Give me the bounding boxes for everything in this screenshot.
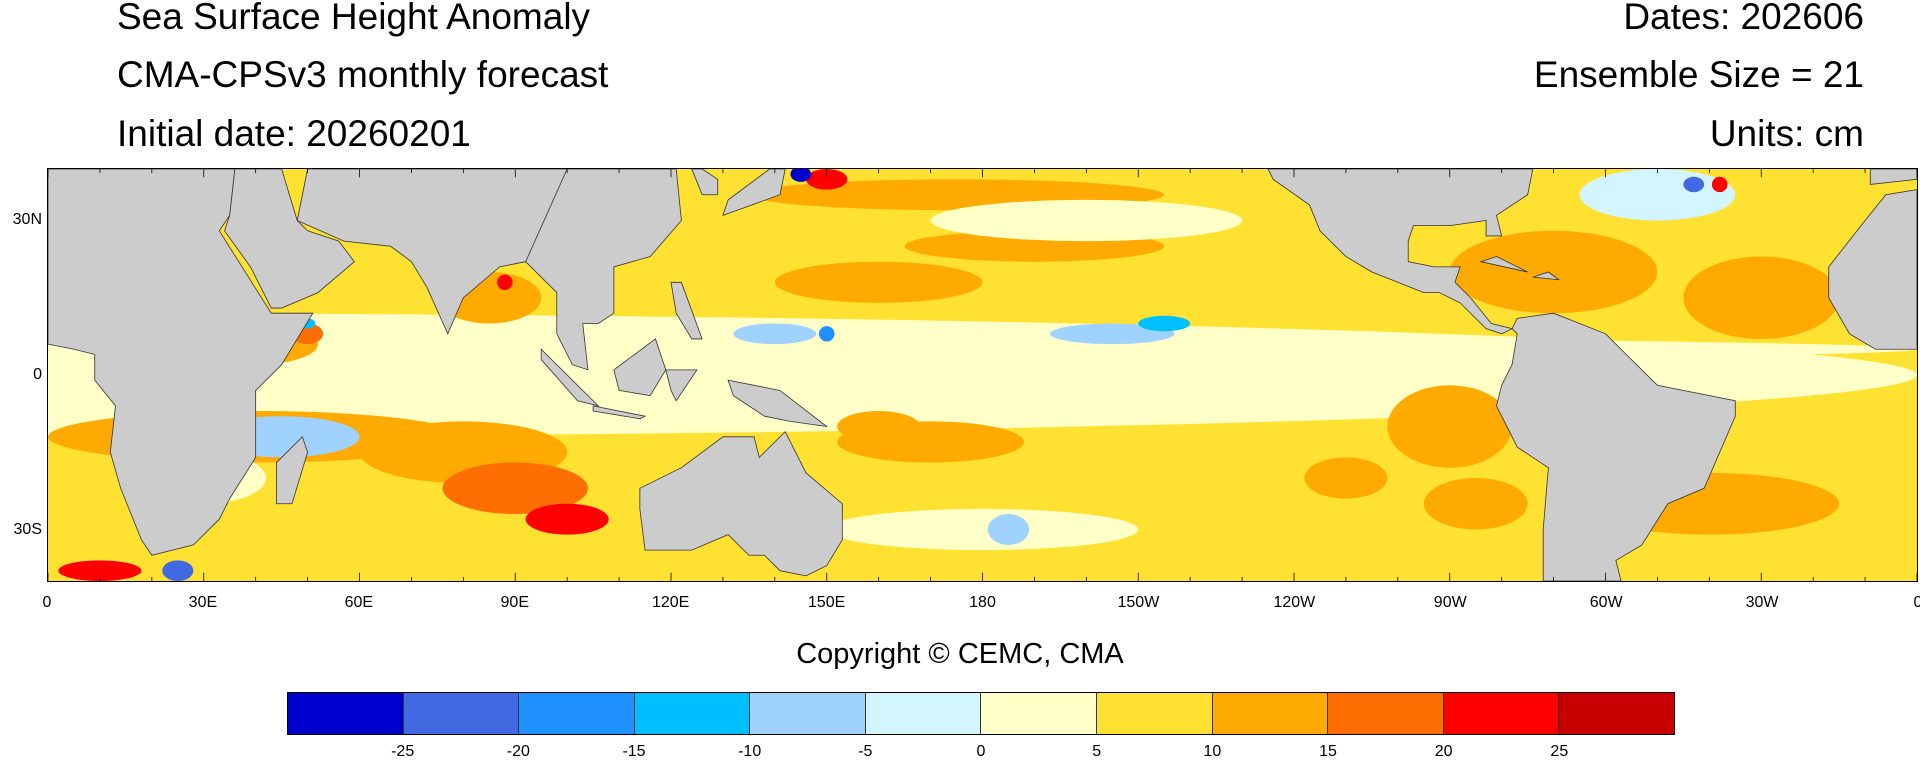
anomaly-region (1138, 315, 1191, 332)
land-sulawesi (666, 370, 697, 401)
lon-tick-label: 120E (651, 594, 690, 611)
lon-tick-label: 0 (1913, 594, 1920, 611)
colorbar (287, 692, 1675, 735)
anomaly-region (497, 274, 513, 291)
copyright-text: Copyright © CEMC, CMA (796, 638, 1124, 670)
colorbar-label: 25 (1550, 743, 1569, 760)
axis-ticks (48, 169, 1917, 581)
colorbar-label: 10 (1203, 743, 1222, 760)
anomaly-region (525, 503, 609, 535)
anomaly-region (818, 326, 835, 342)
land-hispaniola (1533, 272, 1559, 280)
anomaly-region (1138, 375, 1346, 406)
anomaly-region (837, 411, 921, 442)
anomaly-region (1049, 323, 1175, 345)
anomaly-region (826, 508, 1139, 551)
colorbar-label: 5 (1092, 743, 1102, 760)
dates-label: Dates: 202606 (1623, 0, 1864, 37)
lon-tick-label: 90E (500, 594, 529, 611)
anomaly-region (982, 338, 1294, 360)
ensemble-size-label: Ensemble Size = 21 (1533, 54, 1864, 95)
anomaly-region (442, 462, 588, 515)
land-madagascar (276, 437, 307, 504)
anomaly-region (1387, 385, 1513, 468)
lon-tick-label: 0 (42, 594, 52, 611)
anomaly-region (1423, 478, 1528, 530)
anomaly-region (930, 199, 1243, 242)
colorbar-swatch (1328, 693, 1444, 734)
colorbar-swatch (403, 693, 520, 734)
land-masses (48, 169, 1917, 581)
colorbar-label: -10 (738, 743, 762, 760)
anomaly-contours (48, 169, 1917, 581)
colorbar-swatch (634, 693, 751, 734)
lon-tick-label: 60E (344, 594, 374, 611)
land-nw-africa (1829, 190, 1917, 350)
colorbar-swatch (1212, 693, 1329, 734)
colorbar-swatch (288, 693, 404, 734)
colorbar-swatch (981, 693, 1098, 734)
title-line-1: Sea Surface Height Anomaly (117, 0, 591, 37)
anomaly-region (1304, 457, 1388, 499)
land-cuba (1481, 257, 1528, 272)
anomaly-region (58, 560, 142, 581)
colorbar-swatch (1443, 693, 1560, 734)
land-australia (640, 432, 842, 576)
anomaly-region (162, 560, 194, 581)
colorbar-label: -20 (506, 743, 530, 760)
anomaly-region (1683, 176, 1705, 193)
ssh-anomaly-map (47, 168, 1918, 582)
anomaly-region (805, 169, 848, 190)
land-arabia (225, 169, 355, 308)
land-philippines (671, 282, 702, 339)
anomaly-region (774, 261, 983, 303)
lat-tick-label: 30S (13, 521, 42, 539)
lon-tick-label: 180 (969, 594, 996, 611)
land-borneo (614, 339, 666, 396)
lon-tick-label: 150W (1117, 594, 1160, 611)
title-line-3: Initial date: 20260201 (117, 113, 471, 154)
land-sumatra (541, 349, 598, 406)
land-korea (692, 169, 718, 195)
colorbar-label: 15 (1319, 743, 1337, 760)
land-japan (723, 169, 785, 215)
lon-tick-label: 30E (188, 594, 218, 611)
colorbar-swatch (519, 693, 635, 734)
anomaly-region (733, 323, 817, 345)
land-south-america (1496, 313, 1735, 581)
land-iberia (1870, 169, 1917, 184)
anomaly-region (790, 169, 812, 182)
lon-tick-label: 30W (1745, 594, 1779, 611)
colorbar-swatch (865, 693, 982, 734)
land-north-america (1268, 169, 1533, 334)
lon-tick-label: 150E (807, 594, 846, 611)
colorbar-label: 20 (1434, 743, 1453, 760)
lon-tick-label: 120W (1273, 594, 1316, 611)
land-south-asia (297, 169, 567, 334)
land-east-asia (526, 169, 682, 370)
land-africa (48, 169, 313, 555)
colorbar-label: -5 (858, 743, 873, 760)
anomaly-region (1449, 230, 1658, 314)
land-java (593, 406, 645, 419)
colorbar-swatch (1097, 693, 1213, 734)
lat-tick-label: 30N (12, 210, 42, 228)
anomaly-region (987, 514, 1030, 545)
anomaly-region (1683, 256, 1840, 339)
land-new-guinea (728, 380, 827, 426)
lon-tick-label: 90W (1433, 594, 1467, 611)
colorbar-swatch (1559, 693, 1674, 734)
anomaly-region (1579, 169, 1736, 221)
colorbar-label: -15 (622, 743, 646, 760)
title-line-2: CMA-CPSv3 monthly forecast (117, 54, 609, 95)
colorbar-label: -25 (391, 743, 415, 760)
lat-tick-label: 0 (33, 366, 42, 383)
colorbar-swatch (750, 693, 866, 734)
units-label: Units: cm (1709, 113, 1864, 154)
colorbar-label: 0 (976, 743, 986, 760)
lon-tick-label: 60W (1589, 594, 1623, 611)
anomaly-region (1711, 176, 1728, 193)
